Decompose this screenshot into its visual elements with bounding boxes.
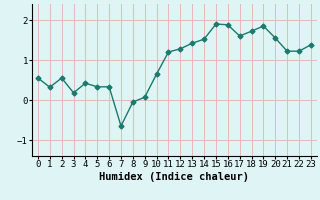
X-axis label: Humidex (Indice chaleur): Humidex (Indice chaleur) [100,172,249,182]
